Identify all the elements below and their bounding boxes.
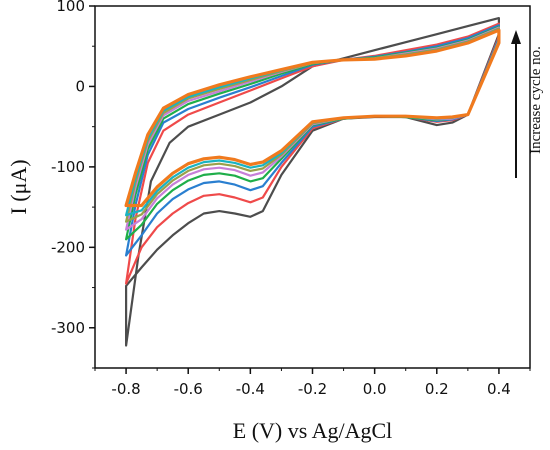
y-tick-label: -100 — [51, 158, 85, 176]
y-axis-title: I (μA) — [6, 159, 31, 214]
x-tick-label: 0.0 — [363, 380, 387, 398]
x-tick-label: -0.4 — [236, 380, 265, 398]
x-tick-label: -0.2 — [298, 380, 327, 398]
cv-cycle-curve-1 — [125, 17, 500, 347]
x-tick-label: 0.4 — [487, 380, 511, 398]
y-tick-label: 0 — [75, 77, 85, 95]
cycle-annotation-text: Increase cycle no. — [528, 46, 544, 154]
y-tick-label: -300 — [51, 319, 85, 337]
cycle-annotation: Increase cycle no. — [511, 30, 544, 178]
cv-cycle-curve-8 — [124, 28, 501, 208]
arrow-head-icon — [511, 30, 521, 44]
x-axis-ticks: -0.8 -0.6 -0.4 -0.2 0.0 0.2 0.4 — [94, 368, 531, 398]
y-tick-label: -200 — [51, 238, 85, 256]
x-tick-label: 0.2 — [425, 380, 449, 398]
x-axis-title: E (V) vs Ag/AgCl — [233, 418, 393, 443]
y-axis-ticks: -300 -200 -100 0 100 — [51, 0, 95, 369]
x-tick-label: -0.8 — [111, 380, 140, 398]
x-tick-label: -0.6 — [174, 380, 203, 398]
series-layer — [124, 17, 501, 347]
y-tick-label: 100 — [56, 0, 85, 15]
cv-cycle-curve-3 — [125, 24, 500, 257]
